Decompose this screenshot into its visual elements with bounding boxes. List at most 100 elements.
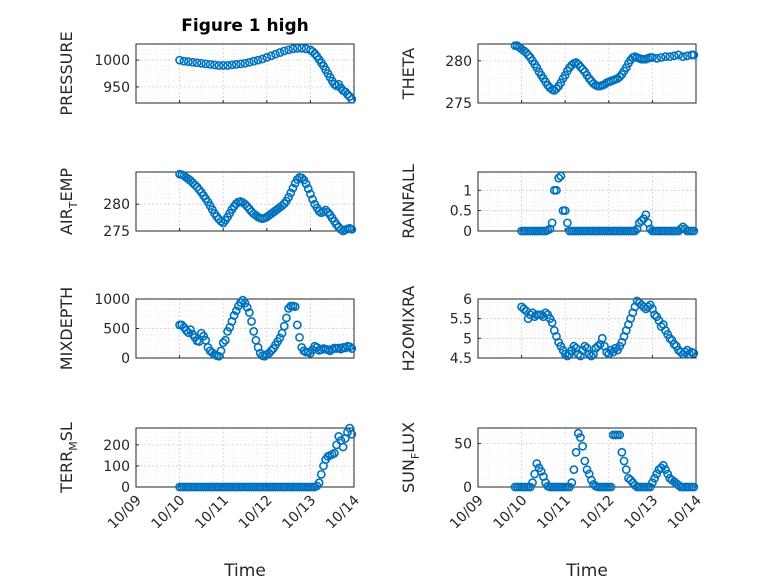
- mixdepth-ylabel: MIXDEPTH: [57, 287, 76, 370]
- chart-air_temp: 275 280 AIRTEMP: [57, 168, 357, 240]
- h2omixra-data-point: [560, 349, 570, 359]
- pressure-data-point: [249, 56, 259, 66]
- pressure-data-point: [231, 59, 241, 69]
- pressure-data-point: [223, 61, 232, 70]
- h2omixra-data-point: [541, 308, 550, 318]
- theta-data-point: [669, 51, 679, 61]
- theta-data-point: [621, 63, 631, 72]
- terr_msl-data-point: [338, 442, 348, 452]
- theta-data-point: [665, 52, 675, 62]
- air_temp-ytick-label: 275: [103, 224, 130, 240]
- pressure-data-point: [275, 48, 285, 57]
- chart-theta: 275 280 THETA: [399, 41, 699, 112]
- pressure-data-point: [297, 43, 307, 53]
- sun_flux-xlabel: Time: [565, 561, 608, 581]
- h2omixra-data-point: [562, 351, 572, 361]
- mixdepth-data-point: [345, 342, 355, 352]
- rainfall-data-point: [556, 171, 566, 181]
- sun_flux-data-point: [617, 447, 627, 457]
- sun_flux-xtick-label: 10/13: [621, 493, 661, 533]
- rainfall-axes: [477, 171, 697, 232]
- pressure-data-point: [179, 56, 189, 66]
- h2omixra-data-point: [519, 304, 529, 314]
- h2omixra-data-point: [569, 341, 579, 351]
- air_temp-data-point: [297, 173, 307, 183]
- chart-rainfall: 0 0.5 1 RAINFALL: [399, 164, 699, 240]
- mixdepth-data-point: [292, 320, 302, 330]
- terr_msl-xtick-label: 10/10: [149, 493, 189, 533]
- pressure-data-point: [308, 47, 317, 56]
- sun_flux-data-point: [567, 478, 577, 488]
- theta-data-point: [532, 63, 542, 72]
- pressure-data-point: [347, 94, 357, 104]
- rainfall-data-point: [560, 206, 570, 216]
- terr_msl-xtick-label: 10/11: [192, 493, 232, 533]
- mixdepth-ytick-label: 1000: [94, 292, 130, 308]
- h2omixra-data-point: [650, 310, 659, 320]
- pressure-axes-box: [135, 43, 355, 104]
- pressure-data-point: [236, 59, 246, 69]
- h2omixra-data-point: [584, 349, 594, 359]
- h2omixra-axes-box: [477, 298, 697, 359]
- terr_msl-data-point: [314, 478, 324, 488]
- chart-terr_msl: 0 100 200 TERRMSL 10/09 10/10 10/11 10/12 10/13 1…: [57, 422, 363, 581]
- mixdepth-data-point: [181, 325, 191, 335]
- pressure-data-point: [214, 61, 224, 70]
- pressure-data-point: [258, 54, 267, 64]
- theta-data-point: [523, 50, 533, 60]
- sun_flux-ytick-label: 50: [454, 437, 472, 453]
- air_temp-data-point: [308, 194, 317, 204]
- terr_msl-data-point: [343, 427, 352, 437]
- sun_flux-data-point: [624, 473, 633, 483]
- sun_flux-data-point: [650, 473, 659, 483]
- h2omixra-ytick-label: 5: [463, 331, 472, 347]
- h2omixra-data-point: [643, 302, 653, 312]
- sun_flux-xtick-label: 10/12: [578, 493, 618, 533]
- rainfall-data-point: [630, 226, 640, 236]
- mixdepth-data-point: [218, 338, 228, 348]
- terr_msl-ylabel: TERRMSL: [57, 422, 80, 494]
- h2omixra-data-point: [610, 343, 620, 353]
- mixdepth-data-point: [236, 298, 246, 307]
- sun_flux-data-point: [580, 456, 590, 466]
- sun_flux-data-point: [576, 433, 585, 442]
- theta-data-point: [576, 62, 585, 72]
- sun_flux-data-point: [648, 478, 657, 488]
- sun_flux-data-point: [532, 459, 542, 468]
- terr_msl-data-point: [316, 469, 326, 479]
- air_temp-data-point: [284, 192, 293, 202]
- pressure-data-point: [175, 55, 184, 65]
- air_temp-data-point: [190, 180, 200, 190]
- pressure-data-point: [240, 58, 250, 68]
- terr_msl-xtick-label: 10/12: [236, 493, 276, 533]
- pressure-data-point: [218, 61, 228, 70]
- sun_flux-data-point: [645, 482, 655, 492]
- theta-ytick-label: 280: [445, 54, 472, 70]
- rainfall-data-point: [554, 173, 564, 183]
- pressure-data-point: [205, 59, 215, 69]
- h2omixra-data-point: [547, 318, 557, 327]
- sun_flux-data-point: [661, 465, 670, 475]
- mixdepth-data-point: [279, 321, 289, 331]
- terr_msl-data-point: [347, 429, 357, 439]
- sun_flux-data-point: [573, 428, 583, 438]
- pressure-ytick-label: 1000: [94, 53, 130, 69]
- sun_flux-data-point: [586, 475, 596, 485]
- sun_flux-data-point: [528, 478, 537, 488]
- mixdepth-data-point: [229, 311, 239, 320]
- theta-data-point: [656, 53, 666, 62]
- theta-data-point: [573, 59, 583, 69]
- sun_flux-data-point: [536, 466, 546, 476]
- sun_flux-xtick-label: 10/14: [665, 492, 705, 532]
- h2omixra-data-point: [669, 339, 679, 349]
- terr_msl-xlabel: Time: [223, 561, 266, 581]
- mixdepth-data-point: [249, 327, 259, 336]
- pressure-data-point: [196, 58, 206, 68]
- air_temp-ylabel: AIRTEMP: [57, 168, 80, 235]
- rainfall-data-point: [552, 185, 561, 195]
- air_temp-data-point: [216, 216, 226, 226]
- sun_flux-data-point: [582, 465, 592, 475]
- mixdepth-data-point: [186, 325, 195, 335]
- theta-data-point: [652, 53, 662, 63]
- mixdepth-ytick-label: 500: [103, 322, 130, 338]
